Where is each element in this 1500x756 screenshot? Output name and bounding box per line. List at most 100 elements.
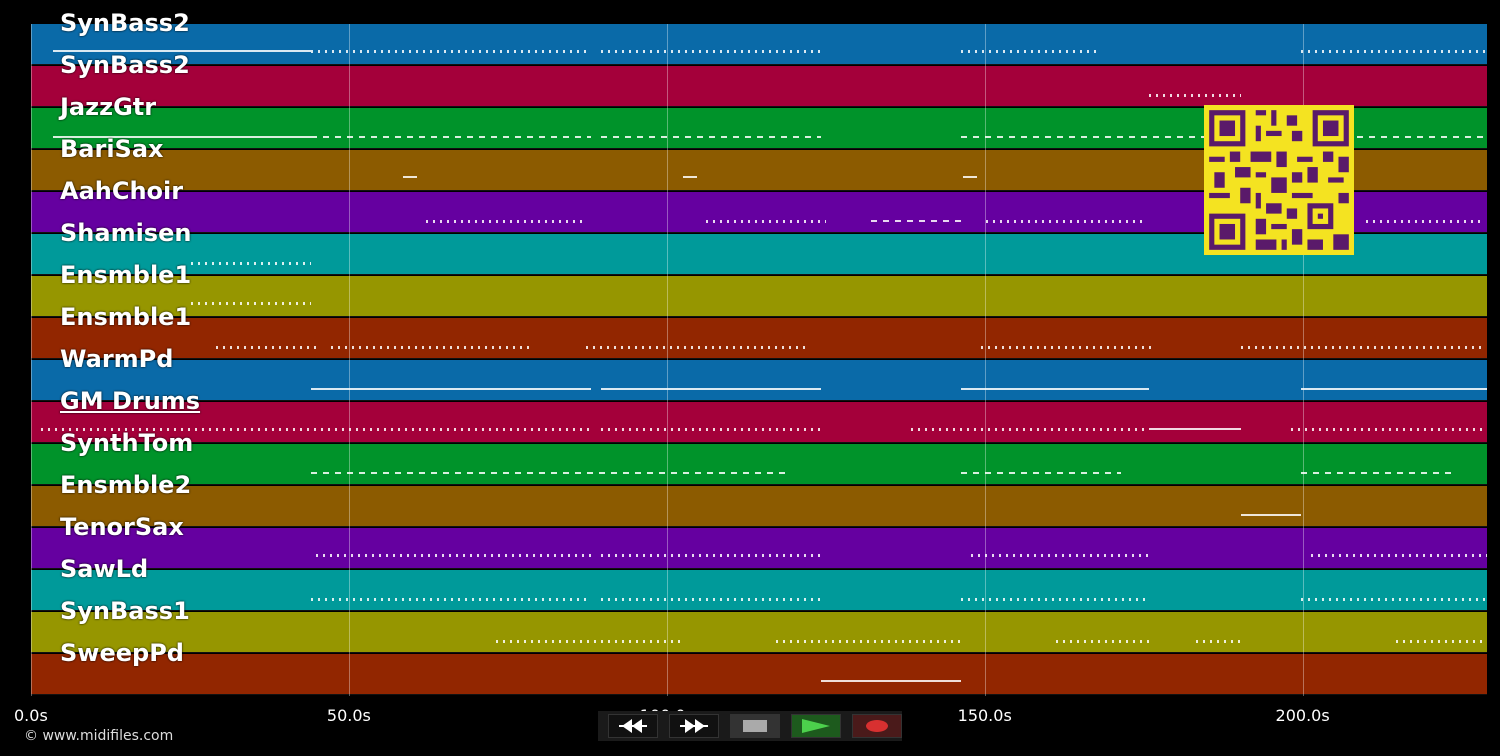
track-label[interactable]: Ensmble1	[60, 303, 192, 331]
rewind-button[interactable]	[608, 714, 658, 738]
note-segment	[426, 220, 586, 223]
track-label[interactable]: SynthTom	[60, 429, 194, 457]
note-segment	[403, 176, 417, 178]
note-segment	[601, 554, 821, 557]
note-segment	[963, 176, 977, 178]
track-row	[31, 318, 1487, 359]
track-row	[31, 612, 1487, 653]
note-segment	[53, 136, 311, 138]
track-label[interactable]: BariSax	[60, 135, 164, 163]
record-button[interactable]	[852, 714, 902, 738]
note-segment	[601, 136, 821, 138]
note-segment	[601, 428, 821, 431]
track-row	[31, 24, 1487, 65]
note-segment	[191, 302, 311, 305]
note-segment	[1149, 94, 1241, 97]
note-segment	[961, 50, 1101, 53]
track-label[interactable]: Shamisen	[60, 219, 192, 247]
track-label[interactable]: TenorSax	[60, 513, 184, 541]
note-segment	[311, 388, 591, 390]
track-label[interactable]: Ensmble1	[60, 261, 192, 289]
note-segment	[41, 428, 591, 431]
note-segment	[706, 220, 826, 223]
note-segment	[1301, 388, 1487, 390]
note-segment	[1291, 428, 1487, 431]
note-segment	[1056, 640, 1149, 643]
note-segment	[1149, 428, 1241, 430]
record-icon	[865, 719, 889, 733]
time-tick-label: 150.0s	[957, 706, 1012, 725]
stop-icon	[743, 719, 767, 733]
note-segment	[961, 388, 1149, 390]
note-segment	[1301, 50, 1487, 53]
track-label[interactable]: SynBass2	[60, 9, 190, 37]
play-button[interactable]	[791, 714, 841, 738]
note-segment	[601, 388, 821, 390]
note-segment	[586, 346, 806, 349]
note-segment	[311, 598, 591, 601]
note-segment	[1241, 514, 1301, 516]
note-segment	[911, 428, 1149, 431]
note-segment	[311, 136, 591, 138]
stop-button[interactable]	[730, 714, 780, 738]
time-tick-label: 0.0s	[14, 706, 48, 725]
note-segment	[683, 176, 697, 178]
note-segment	[1301, 598, 1487, 601]
track-row	[31, 570, 1487, 611]
note-segment	[601, 50, 821, 53]
note-segment	[961, 598, 1149, 601]
track-label[interactable]: SweepPd	[60, 639, 184, 667]
track-label[interactable]: SawLd	[60, 555, 149, 583]
note-segment	[191, 262, 311, 265]
qr-code	[1204, 105, 1354, 255]
time-tick-label: 50.0s	[326, 706, 371, 725]
note-segment	[1196, 640, 1241, 643]
track-label[interactable]: Ensmble2	[60, 471, 192, 499]
track-label[interactable]: SynBass1	[60, 597, 190, 625]
grid-line	[1302, 24, 1304, 696]
note-segment	[496, 640, 681, 643]
copyright-text: © www.midifiles.com	[24, 728, 174, 744]
note-segment	[1301, 472, 1451, 474]
grid-line	[348, 24, 350, 696]
note-segment	[1396, 640, 1487, 643]
track-row	[31, 276, 1487, 317]
track-row	[31, 360, 1487, 401]
note-segment	[53, 50, 311, 52]
track-row	[31, 654, 1487, 695]
note-segment	[871, 220, 961, 222]
note-segment	[316, 554, 591, 557]
note-segment	[1311, 554, 1487, 557]
track-row	[31, 402, 1487, 443]
track-row	[31, 66, 1487, 107]
grid-line	[984, 24, 986, 696]
track-row	[31, 528, 1487, 569]
note-segment	[971, 554, 1149, 557]
grid-line	[31, 24, 32, 696]
track-label[interactable]: GM Drums	[60, 387, 201, 415]
note-segment	[1366, 220, 1481, 223]
track-row	[31, 486, 1487, 527]
note-segment	[216, 346, 321, 349]
track-label[interactable]: WarmPd	[60, 345, 174, 373]
grid-line	[666, 24, 668, 696]
fast-forward-button[interactable]	[669, 714, 719, 738]
note-segment	[601, 598, 821, 601]
note-segment	[776, 640, 961, 643]
fast-forward-icon	[679, 718, 709, 734]
note-segment	[981, 346, 1151, 349]
track-row	[31, 444, 1487, 485]
time-tick-label: 200.0s	[1275, 706, 1330, 725]
track-label[interactable]: JazzGtr	[60, 93, 157, 121]
note-segment	[961, 472, 1121, 474]
note-segment	[821, 680, 961, 682]
track-label[interactable]: SynBass2	[60, 51, 190, 79]
transport-controls	[598, 711, 902, 741]
rewind-icon	[618, 718, 648, 734]
note-segment	[1241, 346, 1481, 349]
track-label[interactable]: AahChoir	[60, 177, 184, 205]
note-segment	[331, 346, 531, 349]
note-segment	[986, 220, 1146, 223]
play-icon	[801, 718, 831, 734]
note-segment	[311, 472, 791, 474]
